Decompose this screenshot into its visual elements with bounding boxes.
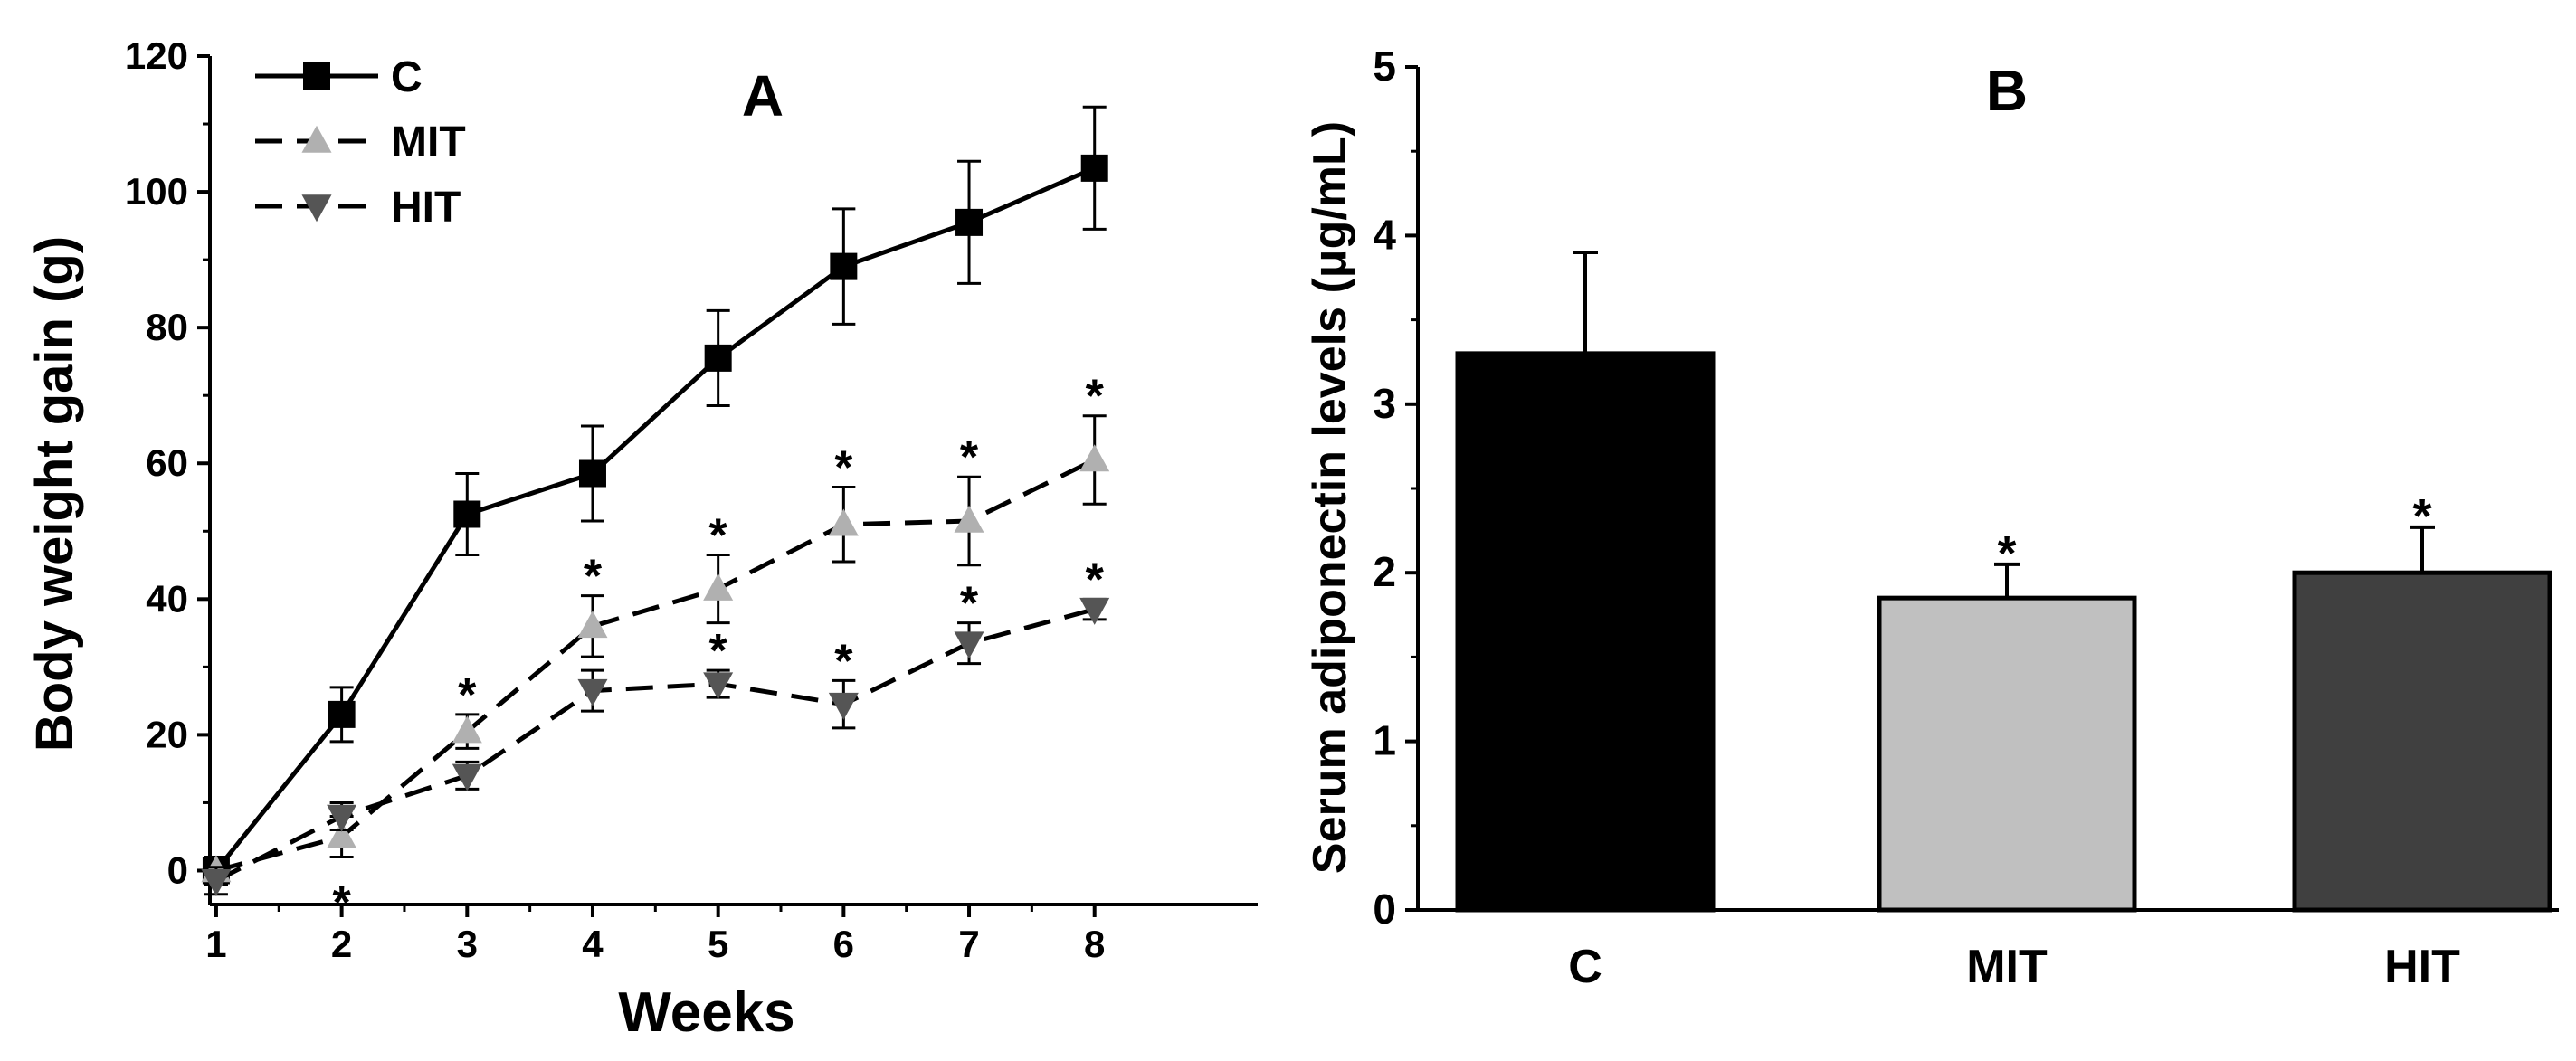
a-point-mit bbox=[577, 611, 608, 639]
a-y-tick-label: 40 bbox=[146, 577, 188, 620]
a-point-mit bbox=[703, 573, 734, 601]
a-point-hit bbox=[452, 763, 482, 791]
b-x-tick-label: MIT bbox=[1966, 941, 2048, 993]
a-point-c bbox=[453, 500, 481, 528]
a-point-mit bbox=[954, 505, 984, 533]
a-y-tick-label: 100 bbox=[125, 170, 188, 213]
b-y-tick-label: 1 bbox=[1373, 717, 1396, 764]
a-series-line-c bbox=[214, 166, 1096, 873]
b-panel-label: B bbox=[1986, 58, 2028, 123]
a-point-mit bbox=[1079, 444, 1110, 472]
b-bar-c bbox=[1455, 351, 1716, 913]
a-point-c bbox=[830, 252, 858, 280]
a-significance-marker: * bbox=[458, 669, 477, 722]
a-legend-label: MIT bbox=[391, 118, 466, 166]
a-point-mit bbox=[452, 715, 482, 744]
a-point-hit bbox=[1079, 597, 1110, 625]
a-x-tick-label: 1 bbox=[205, 923, 226, 965]
a-point-c bbox=[955, 208, 984, 236]
b-y-tick-label: 0 bbox=[1373, 886, 1396, 933]
a-x-tick-label: 5 bbox=[708, 923, 728, 965]
a-x-tick-label: 3 bbox=[457, 923, 478, 965]
a-y-tick-label: 0 bbox=[167, 848, 188, 891]
a-significance-marker: * bbox=[709, 625, 728, 677]
a-point-hit bbox=[201, 868, 232, 896]
a-significance-marker: * bbox=[1086, 371, 1105, 423]
b-bar-hit bbox=[2292, 570, 2552, 913]
b-y-axis-label: Serum adiponectin levels (μg/mL) bbox=[1304, 121, 1356, 874]
panel-a-line-chart: 0 20 40 60 80 100 120 1 2 3 4 5 6 7 8 Weeks Body weight … bbox=[25, 34, 1258, 1044]
a-point-hit bbox=[577, 678, 608, 706]
a-point-mit bbox=[327, 820, 357, 848]
a-x-tick-label: 7 bbox=[958, 923, 979, 965]
a-significance-marker: * bbox=[834, 635, 853, 687]
a-significance-marker: * bbox=[332, 876, 351, 929]
a-point-hit bbox=[327, 804, 357, 832]
a-y-axis-label: Body weight gain (g) bbox=[25, 236, 84, 752]
a-y-tick-label: 120 bbox=[125, 34, 188, 77]
a-point-hit bbox=[828, 692, 859, 720]
b-y-tick-label: 2 bbox=[1373, 548, 1396, 595]
b-y-tick-label: 3 bbox=[1373, 380, 1396, 427]
a-significance-marker: * bbox=[709, 510, 728, 563]
a-significance-marker: * bbox=[1086, 554, 1105, 606]
a-legend-marker-mit bbox=[301, 125, 332, 153]
a-significance-marker: * bbox=[834, 442, 853, 495]
a-x-tick-label: 6 bbox=[833, 923, 854, 965]
a-y-tick-label: 80 bbox=[146, 306, 188, 348]
a-x-tick-label: 4 bbox=[582, 923, 604, 965]
a-point-hit bbox=[954, 631, 984, 659]
a-x-axis-label: Weeks bbox=[618, 981, 794, 1044]
b-significance-marker: * bbox=[2412, 489, 2431, 544]
a-series-line-mit bbox=[215, 458, 1096, 873]
a-series-line-hit bbox=[214, 607, 1096, 883]
a-point-mit bbox=[828, 508, 859, 536]
a-panel-label: A bbox=[742, 63, 784, 128]
a-significance-marker: * bbox=[584, 551, 603, 603]
a-x-tick-label: 2 bbox=[331, 923, 352, 965]
panel-b-bar-chart: 0 1 2 3 4 5 Serum adiponectin levels (μg/mL) B C… bbox=[1304, 43, 2559, 993]
a-significance-marker: * bbox=[960, 578, 979, 630]
a-point-hit bbox=[703, 672, 734, 700]
a-legend-label: C bbox=[391, 53, 423, 101]
a-legend-marker-c bbox=[303, 62, 330, 90]
a-point-c bbox=[328, 700, 356, 728]
a-legend-marker-hit bbox=[301, 194, 332, 223]
b-x-tick-label: C bbox=[1568, 941, 1602, 993]
b-bar-mit bbox=[1877, 595, 2137, 913]
a-y-tick-label: 60 bbox=[146, 441, 188, 484]
b-x-tick-label: HIT bbox=[2384, 941, 2460, 993]
a-point-c bbox=[1080, 154, 1108, 182]
a-point-c bbox=[578, 459, 606, 488]
a-significance-marker: * bbox=[960, 431, 979, 484]
a-y-tick-label: 20 bbox=[146, 713, 188, 755]
b-y-tick-label: 5 bbox=[1373, 43, 1396, 90]
a-point-c bbox=[704, 344, 732, 372]
a-legend-label: HIT bbox=[391, 184, 461, 232]
b-significance-marker: * bbox=[1997, 526, 2016, 581]
a-x-tick-label: 8 bbox=[1084, 923, 1105, 965]
b-y-tick-label: 4 bbox=[1373, 211, 1396, 258]
